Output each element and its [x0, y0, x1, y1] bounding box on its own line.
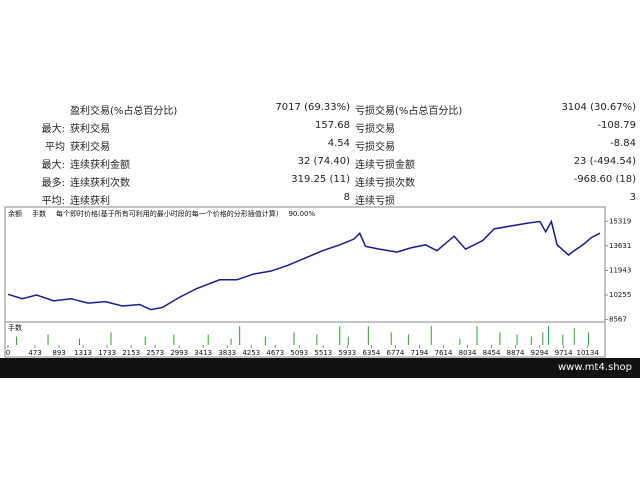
y-tick-label: 8567	[609, 316, 627, 324]
y-tick-label: 11943	[609, 266, 631, 274]
right-label: 连续亏损次数	[355, 178, 415, 189]
left-label: 连续获利	[70, 196, 110, 207]
prefix: 最大:	[41, 124, 65, 135]
left-value: 4.54	[327, 138, 350, 149]
x-tick-label: 6774	[387, 349, 405, 357]
right-label: 连续亏损金额	[355, 160, 415, 171]
left-label: 获利交易	[70, 142, 110, 153]
left-value: 319.25 (11)	[291, 174, 350, 185]
x-tick-label: 9294	[531, 349, 549, 357]
x-tick-label: 9714	[555, 349, 573, 357]
plot-frame	[4, 206, 606, 358]
x-tick-label: 4673	[266, 349, 284, 357]
x-tick-label: 8874	[507, 349, 525, 357]
x-tick-label: 2153	[122, 349, 140, 357]
left-value: 7017 (69.33%)	[275, 102, 350, 113]
right-value: 3	[629, 192, 636, 203]
right-value: -8.84	[610, 138, 636, 149]
lots-panel-label: 手数	[8, 323, 22, 332]
right-value: -968.60 (18)	[573, 174, 636, 185]
right-label: 亏损交易(%占总百分比)	[355, 106, 463, 117]
right-label: 亏损交易	[355, 142, 395, 153]
legend-item: 余额	[8, 209, 22, 218]
stats-row: 最大: 获利交易 157.68 亏损交易 -108.79	[0, 118, 640, 136]
x-tick-label: 8034	[459, 349, 477, 357]
x-tick-label: 5933	[338, 349, 356, 357]
legend-item: 每个即时价格(基于所有可利用的最小时段的每一个价格的分形插值计算)	[56, 209, 279, 218]
chart: 15319 13631 11943 10255 8567 0 473 893 1313 1733 2…	[4, 206, 631, 358]
x-tick-label: 6354	[363, 349, 381, 357]
right-label: 亏损交易	[355, 124, 395, 135]
prefix: 平均:	[41, 196, 65, 207]
x-tick-label: 10134	[577, 349, 600, 357]
stats-row: 平均: 连续获利 8 连续亏损 3	[0, 190, 640, 208]
legend-item: 手数	[32, 209, 46, 218]
x-tick-label: 1313	[74, 349, 92, 357]
site-label: www.mt4.shop	[557, 362, 632, 373]
stats-row: 最多: 连续获利次数 319.25 (11) 连续亏损次数 -968.60 (18)	[0, 172, 640, 190]
x-tick-label: 7194	[411, 349, 429, 357]
prefix: 最多:	[41, 178, 65, 189]
left-value: 157.68	[315, 120, 350, 131]
right-value: 23 (-494.54)	[573, 156, 636, 167]
x-tick-label: 0	[6, 349, 10, 357]
left-value: 32 (74.40)	[297, 156, 350, 167]
x-tick-label: 4253	[242, 349, 260, 357]
stats-row: 盈利交易(%占总百分比) 7017 (69.33%) 亏损交易(%占总百分比) 310…	[0, 100, 640, 118]
prefix: 最大:	[41, 160, 65, 171]
x-tick-label: 1733	[98, 349, 116, 357]
y-tick-label: 10255	[609, 291, 631, 299]
right-value: 3104 (30.67%)	[561, 102, 636, 113]
prefix: 平均	[45, 142, 65, 153]
x-tick-label: 2993	[170, 349, 188, 357]
left-label: 连续获利金额	[70, 160, 130, 171]
x-tick-label: 5513	[314, 349, 332, 357]
stats-row: 平均 获利交易 4.54 亏损交易 -8.84	[0, 136, 640, 154]
x-tick-label: 3413	[194, 349, 212, 357]
x-tick-label: 2573	[146, 349, 164, 357]
y-tick-label: 13631	[609, 242, 631, 250]
footer-bar: www.mt4.shop	[0, 358, 640, 378]
x-tick-label: 8454	[483, 349, 501, 357]
x-tick-label: 3833	[218, 349, 236, 357]
x-tick-label: 473	[28, 349, 41, 357]
left-value: 8	[343, 192, 350, 203]
x-tick-label: 7614	[435, 349, 453, 357]
stats-row: 最大: 连续获利金额 32 (74.40) 连续亏损金额 23 (-494.54)	[0, 154, 640, 172]
left-label: 获利交易	[70, 124, 110, 135]
left-label: 连续获利次数	[70, 178, 130, 189]
right-label: 连续亏损	[355, 196, 395, 207]
y-tick-label: 15319	[609, 217, 631, 225]
right-value: -108.79	[597, 120, 636, 131]
left-label: 盈利交易(%占总百分比)	[70, 106, 178, 117]
balance-line	[7, 219, 601, 311]
x-tick-label: 893	[52, 349, 65, 357]
legend-item: 90.00%	[288, 210, 315, 218]
x-tick-label: 5093	[290, 349, 308, 357]
